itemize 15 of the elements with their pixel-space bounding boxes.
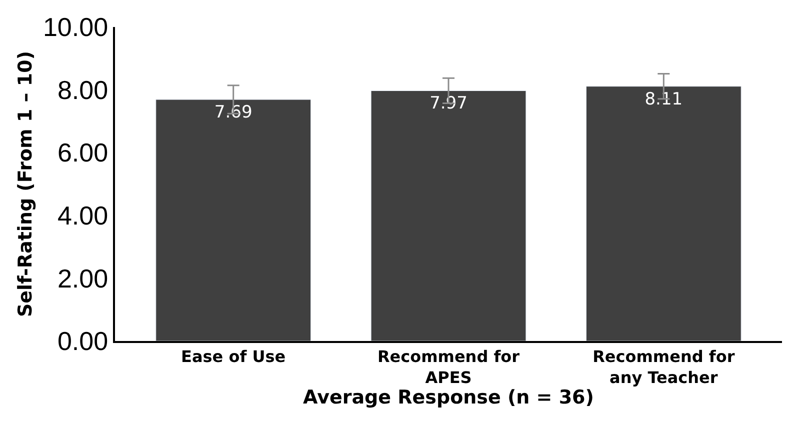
y-tick-label: 8.00 bbox=[57, 74, 108, 105]
x-axis-title: Average Response (n = 36) bbox=[303, 386, 594, 409]
y-tick-label: 10.00 bbox=[42, 12, 108, 42]
y-tick-label: 2.00 bbox=[57, 263, 108, 294]
y-axis-title: Self-Rating (From 1 – 10) bbox=[14, 50, 36, 318]
bar bbox=[586, 86, 742, 341]
y-tick-label: 6.00 bbox=[57, 138, 108, 168]
bar bbox=[370, 90, 526, 341]
y-tick-label: 4.00 bbox=[57, 200, 108, 230]
y-tick-label: 0.00 bbox=[57, 326, 108, 356]
x-tick-label: Recommend for any Teacher bbox=[592, 346, 735, 387]
bar bbox=[156, 99, 312, 341]
x-tick-label: Recommend for APES bbox=[377, 346, 520, 387]
data-label: 8.11 bbox=[644, 89, 683, 110]
x-tick-label: Ease of Use bbox=[181, 346, 286, 366]
